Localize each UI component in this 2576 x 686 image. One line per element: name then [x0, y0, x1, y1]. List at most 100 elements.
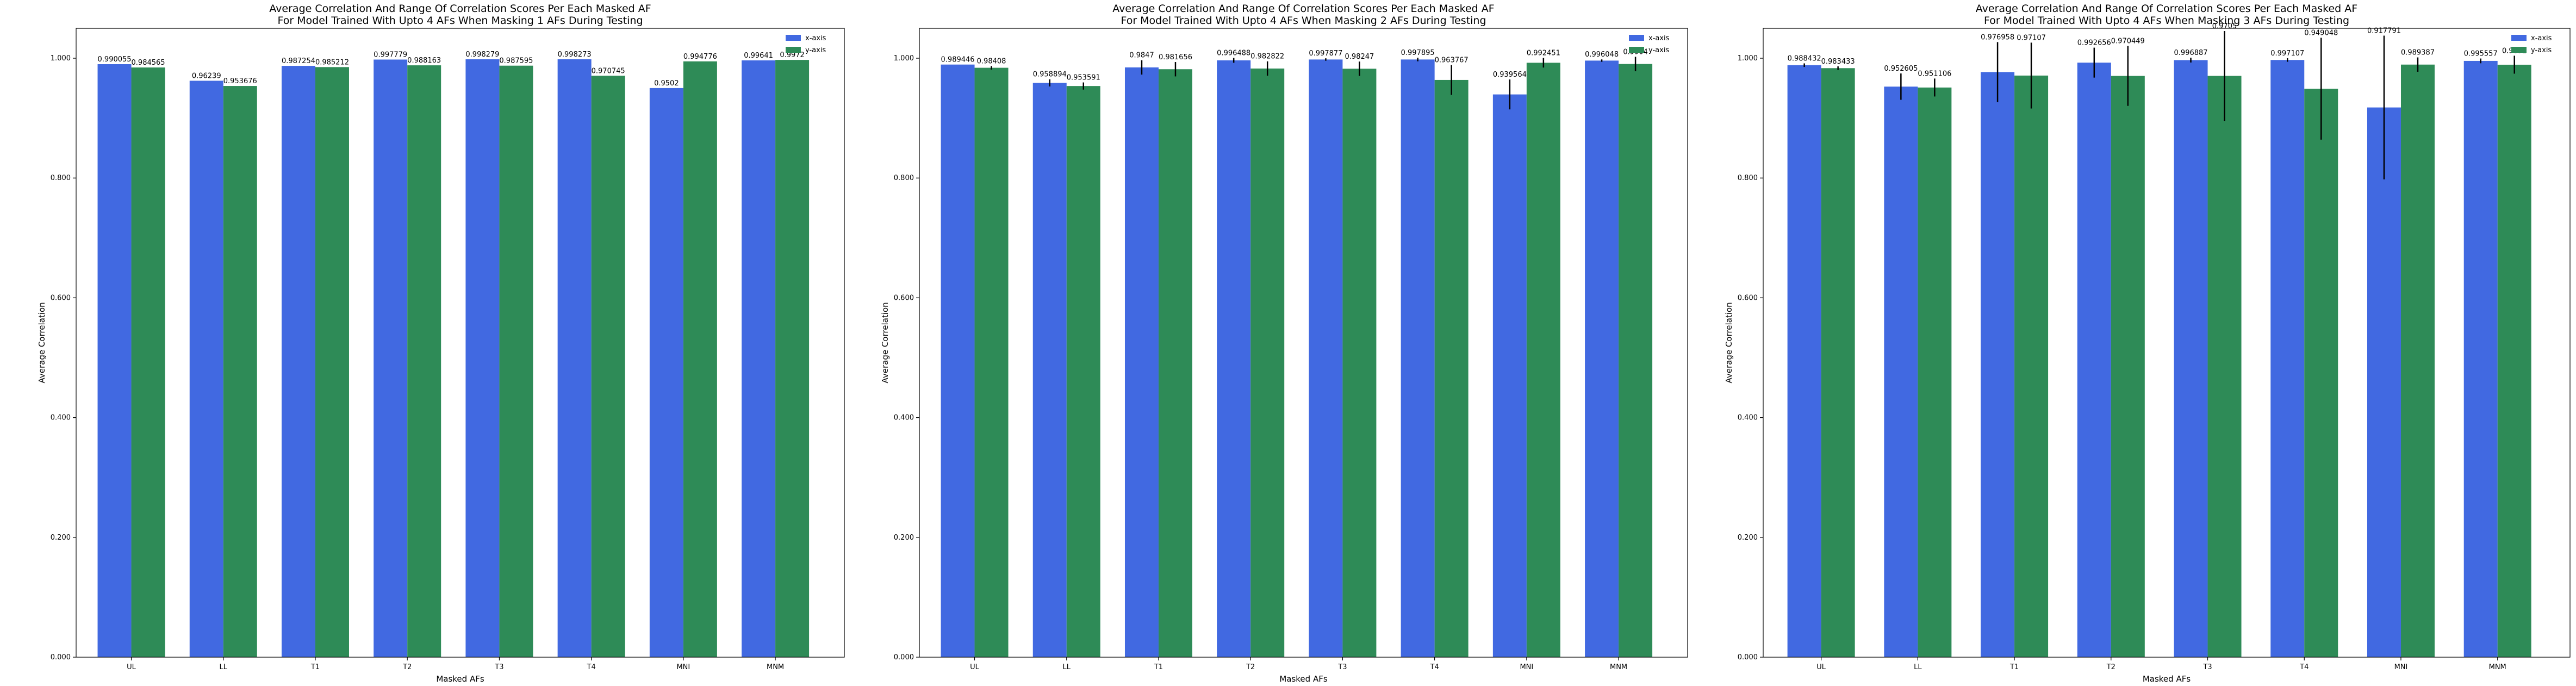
bar-x-axis-UL: [1787, 65, 1821, 657]
x-tick-label-T3: T3: [2202, 663, 2212, 671]
x-tick-label-T3: T3: [1337, 663, 1347, 671]
bar-y-axis-T3: [1342, 69, 1377, 658]
bar-y-axis-LL: [1918, 87, 1952, 658]
data-label-y-axis-T2: 0.970449: [2111, 38, 2145, 46]
bar-y-axis-T3: [2207, 76, 2242, 657]
legend-swatch-y-axis: [786, 47, 801, 53]
legend: x-axis y-axis: [786, 34, 826, 54]
data-label-y-axis-UL: 0.984565: [132, 59, 165, 67]
data-label-y-axis-MNI: 0.992451: [1527, 50, 1560, 58]
data-label-x-axis-LL: 0.958894: [1033, 71, 1067, 79]
y-tick-label: 1.000: [51, 54, 71, 63]
data-label-y-axis-UL: 0.98408: [977, 57, 1006, 65]
series-x-axis: 0.988432 0.952605 0.976958 0.992656 0.996887…: [1787, 27, 2498, 658]
legend-entry-x-axis: x-axis: [805, 34, 826, 42]
data-label-y-axis-UL: 0.983433: [1821, 58, 1855, 66]
data-label-x-axis-MNI: 0.917791: [2367, 27, 2401, 35]
data-label-y-axis-T1: 0.97107: [2017, 34, 2046, 42]
x-tick-label-T4: T4: [2299, 663, 2309, 671]
data-label-y-axis-LL: 0.953676: [223, 77, 257, 85]
bar-y-axis-LL: [1066, 86, 1100, 657]
series-y-axis: 0.984565 0.953676 0.985212 0.988163 0.987595…: [131, 51, 810, 658]
x-tick-label-MNI: MNI: [676, 663, 690, 671]
y-tick-label: 0.000: [894, 653, 914, 662]
data-label-x-axis-UL: 0.988432: [1788, 54, 1821, 63]
legend-swatch-x-axis: [2511, 35, 2527, 41]
legend-entry-x-axis: x-axis: [1648, 34, 1670, 42]
legend-entry-y-axis: y-axis: [2531, 46, 2552, 54]
data-label-x-axis-MNM: 0.996048: [1585, 51, 1619, 59]
data-label-y-axis-MNI: 0.994776: [683, 53, 717, 61]
chart-panel-2: Average Correlation And Range Of Correla…: [880, 3, 1688, 684]
bar-y-axis-LL: [223, 86, 257, 658]
y-tick-label: 0.200: [51, 534, 71, 542]
x-tick-label-MNM: MNM: [2489, 663, 2506, 671]
bar-x-axis-LL: [1032, 83, 1067, 658]
bar-x-axis-T4: [2270, 60, 2305, 658]
bar-x-axis-MNI: [2367, 107, 2401, 658]
data-label-y-axis-T4: 0.949048: [2304, 29, 2338, 38]
legend-swatch-y-axis: [1629, 47, 1644, 53]
x-tick-label-T1: T1: [310, 663, 320, 671]
y-tick-label: 1.000: [894, 54, 914, 63]
bar-y-axis-T4: [1434, 79, 1469, 657]
bar-y-axis-MNI: [1526, 63, 1560, 657]
x-axis-label: Masked AFs: [1279, 674, 1328, 684]
data-label-x-axis-T2: 0.997779: [374, 51, 407, 59]
data-label-x-axis-T1: 0.987254: [282, 57, 315, 65]
data-label-x-axis-MNM: 0.99641: [744, 52, 773, 60]
bar-y-axis-T4: [591, 76, 625, 657]
y-tick-label: 0.600: [894, 294, 914, 302]
legend-entry-y-axis: y-axis: [805, 46, 826, 54]
chart-title: Average Correlation And Range Of Correla…: [269, 3, 651, 15]
y-axis-label: Average Correlation: [1724, 302, 1734, 383]
data-label-x-axis-T4: 0.998273: [558, 51, 592, 59]
chart-subtitle: For Model Trained With Upto 4 AFs When M…: [1121, 15, 1486, 27]
chart-panel-1: Average Correlation And Range Of Correla…: [37, 3, 845, 684]
x-tick-label-T4: T4: [1430, 663, 1439, 671]
data-label-y-axis-MNM: 0.9972: [780, 51, 805, 59]
legend-entry-y-axis: y-axis: [1648, 46, 1669, 54]
data-label-y-axis-T1: 0.981656: [1159, 53, 1192, 61]
bar-y-axis-T1: [1158, 69, 1192, 657]
chart-subtitle: For Model Trained With Upto 4 AFs When M…: [277, 15, 643, 27]
x-axis-label: Masked AFs: [2143, 674, 2191, 684]
y-tick-label: 0.400: [894, 414, 914, 422]
bar-y-axis-MNM: [2497, 64, 2531, 658]
data-label-x-axis-LL: 0.96239: [192, 72, 221, 80]
bar-y-axis-UL: [131, 67, 165, 658]
bar-x-axis-MNI: [649, 88, 683, 658]
bar-x-axis-MNM: [1585, 60, 1619, 658]
legend-swatch-x-axis: [786, 35, 801, 41]
bar-y-axis-T3: [499, 65, 533, 657]
x-tick-label-LL: LL: [1914, 663, 1922, 671]
legend: x-axis y-axis: [1629, 34, 1670, 54]
y-axis-label: Average Correlation: [37, 302, 47, 383]
x-tick-label-MNI: MNI: [1520, 663, 1533, 671]
data-label-x-axis-T1: 0.9847: [1129, 52, 1154, 60]
chart-panel-3: Average Correlation And Range Of Correla…: [1724, 3, 2571, 684]
bar-x-axis-T3: [1309, 59, 1343, 658]
data-label-y-axis-T3: 0.98247: [1345, 53, 1374, 61]
legend: x-axis y-axis: [2511, 34, 2552, 54]
legend-swatch-y-axis: [2511, 47, 2527, 53]
data-label-x-axis-T2: 0.996488: [1217, 50, 1250, 58]
chart-title: Average Correlation And Range Of Correla…: [1112, 3, 1494, 15]
y-tick-label: 0.400: [51, 414, 71, 422]
bar-x-axis-UL: [941, 64, 975, 657]
bar-x-axis-MNM: [742, 60, 776, 658]
bar-y-axis-UL: [974, 67, 1009, 657]
data-label-y-axis-T3: 0.9705: [2212, 22, 2237, 30]
data-label-x-axis-LL: 0.952605: [1884, 65, 1918, 73]
bar-y-axis-T2: [1250, 68, 1285, 658]
x-tick-label-T1: T1: [1154, 663, 1163, 671]
bar-x-axis-UL: [97, 64, 132, 658]
chart-subtitle: For Model Trained With Upto 4 AFs When M…: [1984, 15, 2349, 27]
legend-entry-x-axis: x-axis: [2531, 34, 2552, 42]
data-label-x-axis-T4: 0.997107: [2270, 50, 2304, 58]
bar-y-axis-MNM: [775, 60, 810, 658]
y-tick-label: 0.800: [1738, 174, 1758, 182]
